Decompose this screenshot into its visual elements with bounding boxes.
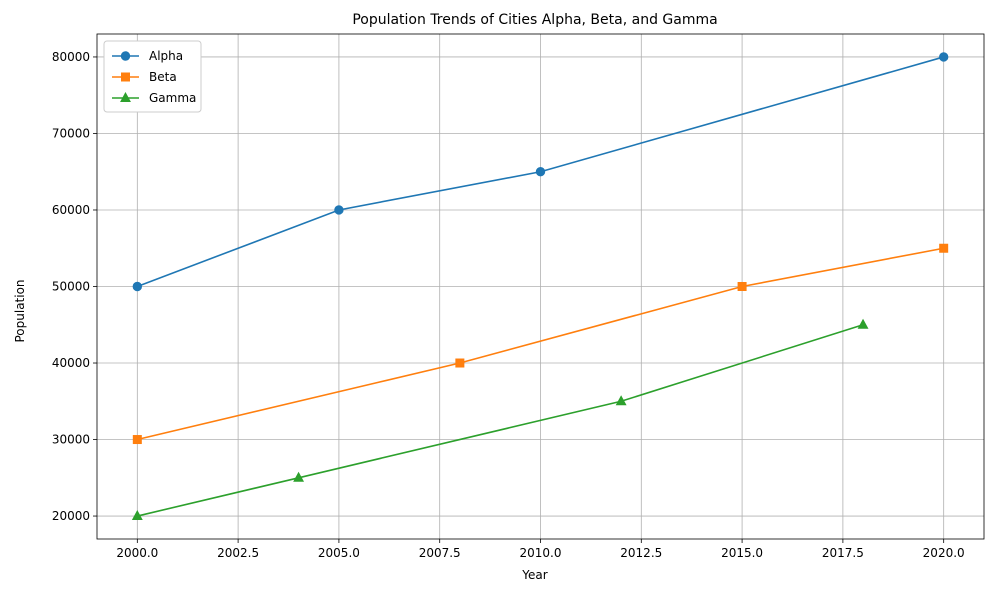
y-tick-label: 80000 [52, 50, 90, 64]
data-point-alpha [132, 281, 143, 292]
series-lines [131, 52, 949, 521]
data-point-alpha [334, 205, 344, 215]
data-point-gamma [131, 509, 143, 521]
data-point-gamma [615, 395, 627, 406]
y-tick-label: 70000 [52, 126, 90, 140]
y-tick-label: 40000 [52, 356, 90, 370]
series-beta [132, 243, 949, 445]
plot-frame [96, 33, 985, 540]
data-point-alpha [535, 167, 546, 177]
x-tick-label: 2000.0 [116, 546, 158, 560]
x-tick-label: 2010.0 [520, 546, 562, 560]
series-line-alpha [137, 56, 944, 288]
series-line-gamma [137, 323, 864, 517]
x-tick-label: 2007.5 [419, 546, 461, 560]
y-tick-label: 50000 [52, 280, 90, 294]
chart-title: Population Trends of Cities Alpha, Beta,… [352, 12, 717, 28]
legend-marker-beta [121, 72, 130, 82]
x-tick-label: 2012.5 [620, 546, 662, 560]
data-point-beta [737, 282, 747, 291]
data-point-gamma [293, 471, 305, 482]
y-tick-label: 60000 [52, 203, 90, 217]
data-point-beta [455, 358, 465, 368]
data-point-beta [132, 435, 142, 445]
x-tick-label: 2005.0 [318, 546, 360, 560]
data-point-beta [939, 243, 949, 253]
x-tick-label: 2015.0 [721, 546, 763, 560]
y-tick-label: 30000 [52, 433, 90, 447]
x-axis-title: Year [521, 568, 547, 582]
x-tick-label: 2017.5 [822, 546, 864, 560]
axes: 2000.0 2002.5 2005.0 2007.5 2010.0 2012.5 2015… [52, 33, 985, 560]
legend-marker-gamma [120, 91, 131, 102]
series-alpha [132, 52, 949, 292]
series-gamma [131, 318, 869, 521]
legend-label-alpha: Alpha [149, 49, 183, 63]
data-point-gamma [857, 318, 869, 329]
series-line-beta [137, 247, 944, 441]
legend-label-gamma: Gamma [149, 91, 196, 105]
legend: Alpha Beta Gamma [103, 40, 202, 113]
legend-label-beta: Beta [149, 70, 177, 84]
y-axis-title: Population [13, 279, 27, 342]
x-tick-label: 2020.0 [923, 546, 965, 560]
grid-lines [97, 34, 984, 539]
legend-marker-alpha [120, 51, 131, 61]
x-tick-label: 2002.5 [217, 546, 259, 560]
data-point-alpha [938, 52, 949, 62]
y-tick-label: 20000 [52, 509, 90, 523]
